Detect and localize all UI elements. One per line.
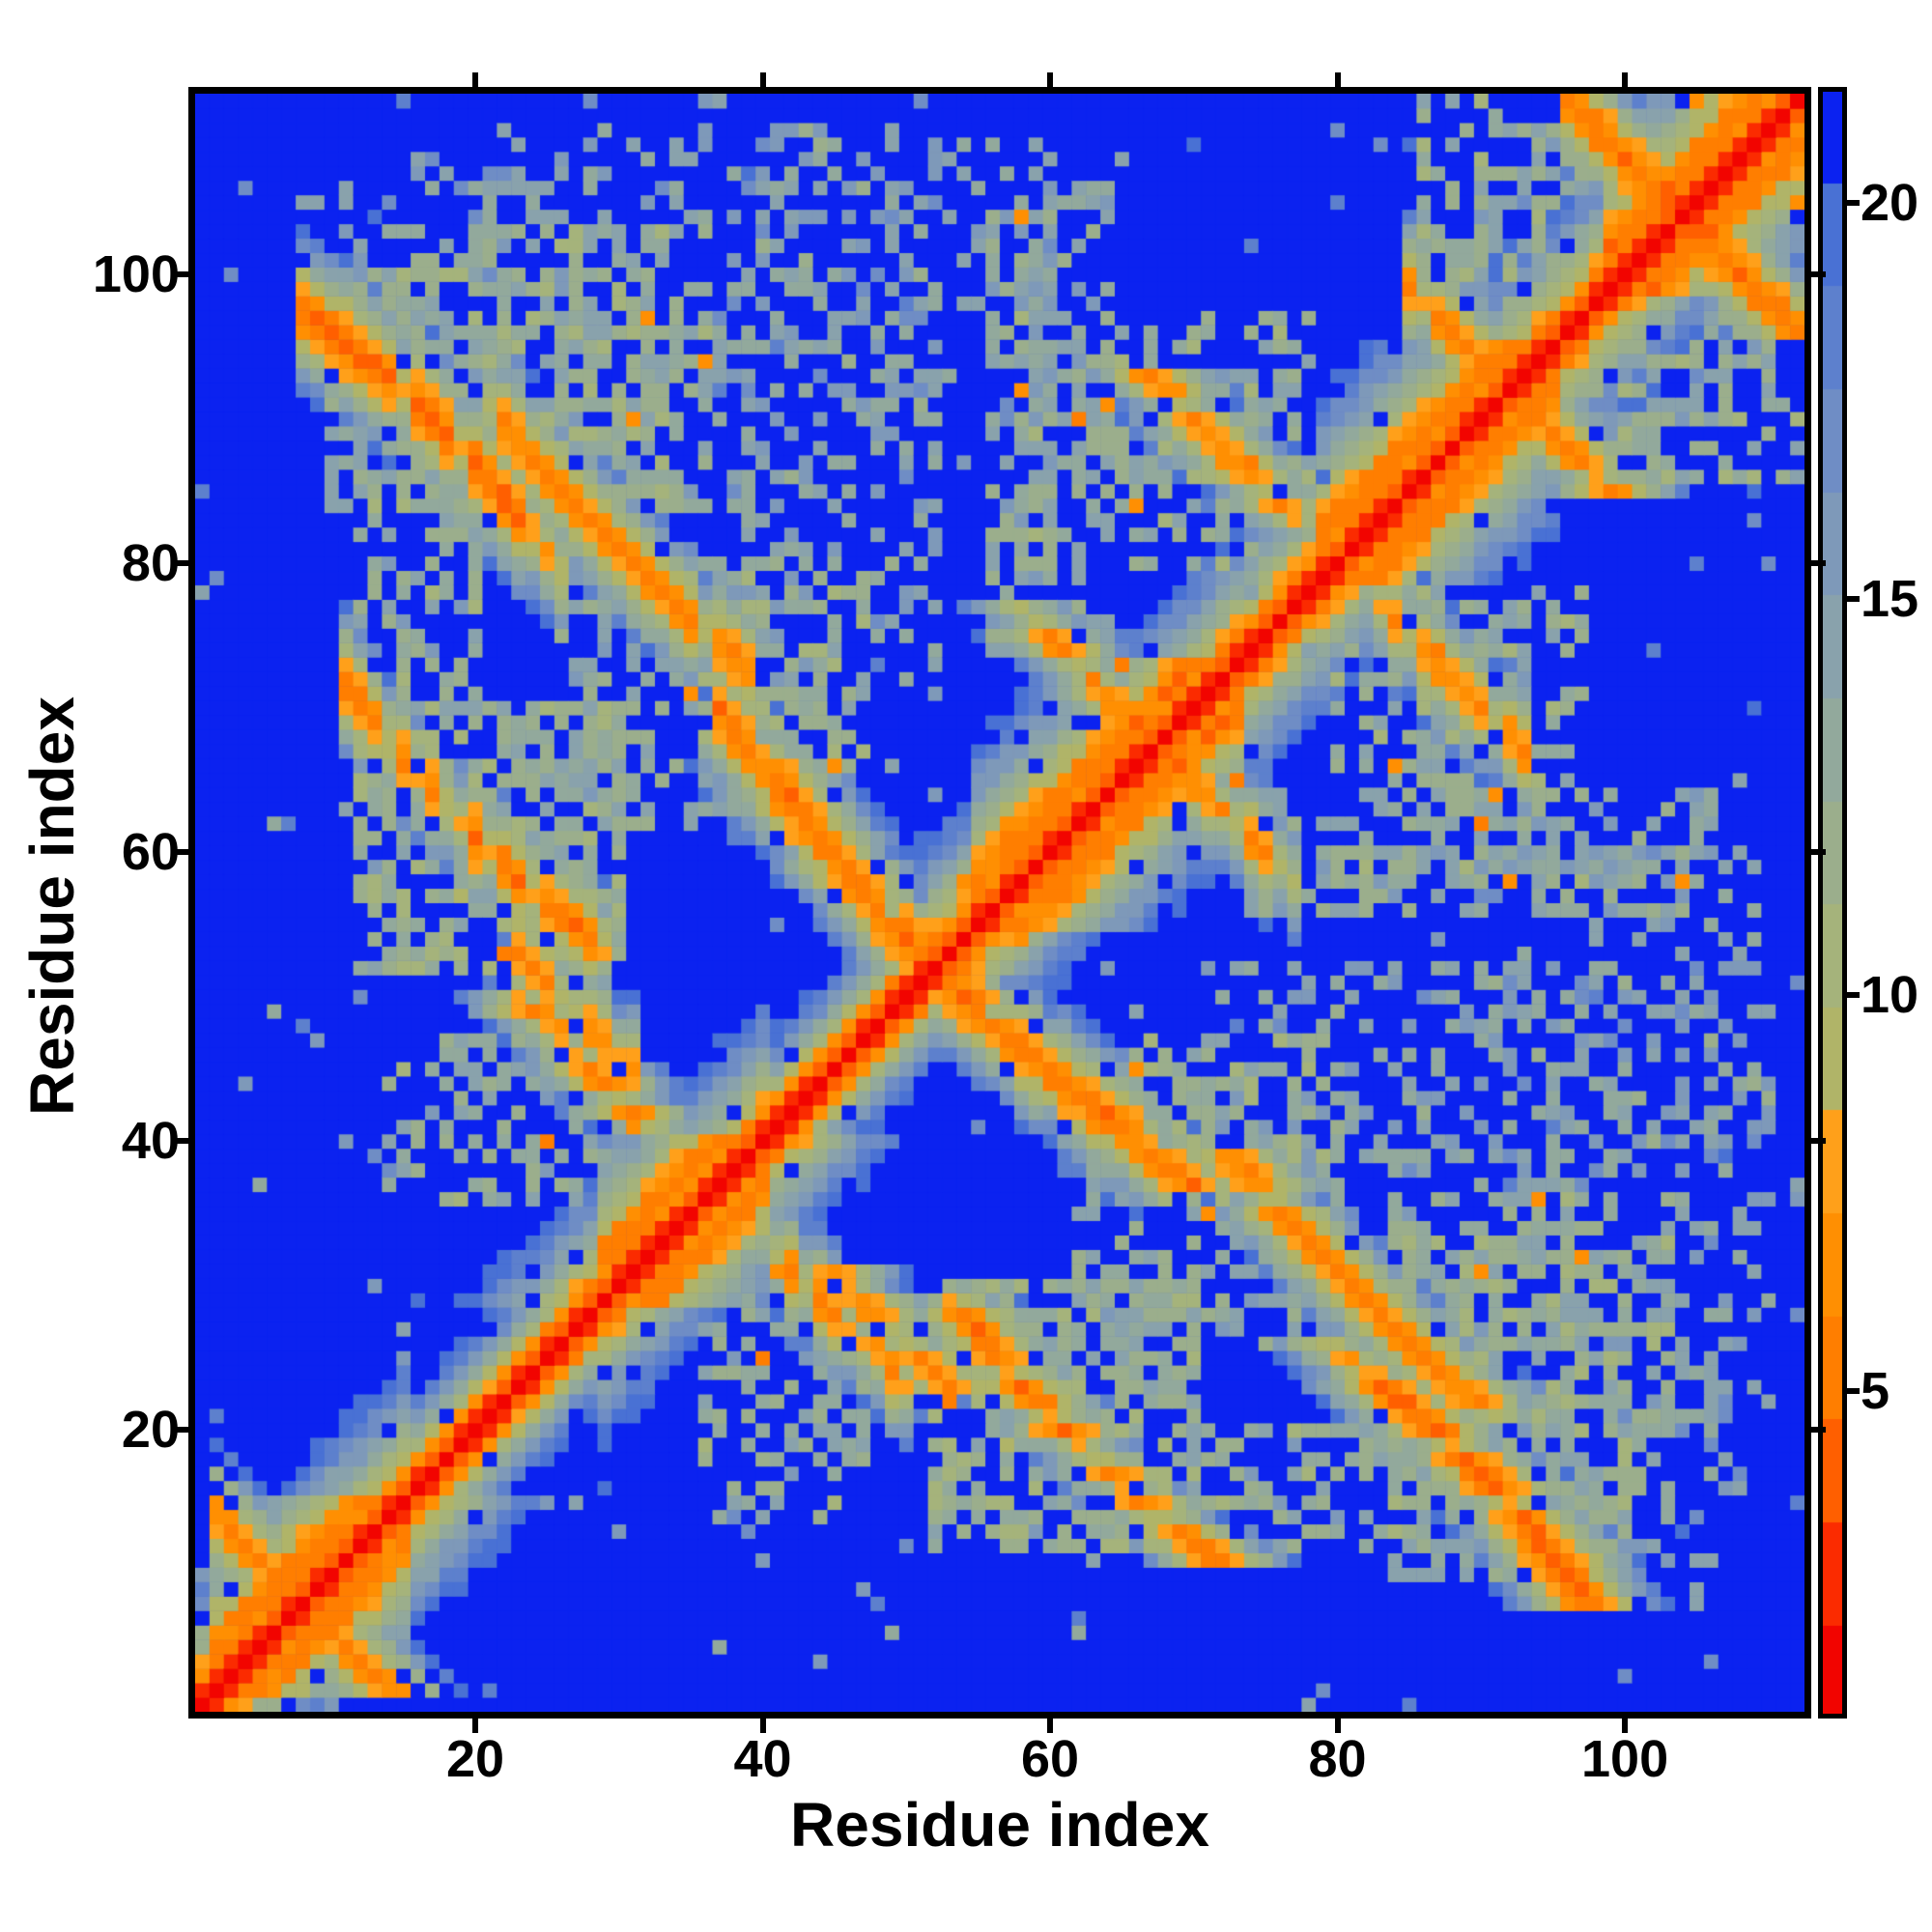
colorbar-tick-label: 15 [1861,569,1919,628]
x-tick-label: 100 [1581,1730,1669,1788]
y-tick-mark-left [174,1427,188,1434]
x-tick-mark-bottom [472,1719,479,1733]
x-tick-label: 80 [1308,1730,1367,1788]
x-tick-mark-top [472,72,479,87]
x-tick-mark-top [1622,72,1629,87]
colorbar-tick-label: 10 [1861,966,1919,1025]
x-tick-mark-bottom [1622,1719,1629,1733]
y-tick-label: 40 [121,1112,180,1171]
y-tick-label: 60 [121,823,180,882]
y-tick-mark-left [174,270,188,277]
y-tick-label: 20 [121,1401,180,1460]
colorbar-tick-mark [1847,595,1860,602]
colorbar-tick-mark [1847,199,1860,206]
colorbar-frame [1818,87,1847,1719]
x-axis-title: Residue index [790,1790,1209,1860]
x-tick-mark-top [1334,72,1341,87]
x-tick-label: 20 [446,1730,505,1788]
x-tick-mark-top [759,72,766,87]
x-tick-mark-bottom [1334,1719,1341,1733]
y-tick-mark-right [1811,849,1826,856]
x-tick-label: 60 [1021,1730,1080,1788]
x-tick-mark-bottom [759,1719,766,1733]
y-tick-mark-left [174,849,188,856]
y-tick-mark-right [1811,1138,1826,1145]
y-tick-mark-right [1811,560,1826,567]
colorbar-tick-label: 20 [1861,173,1919,232]
y-tick-label: 100 [92,244,180,303]
colorbar-tick-mark [1847,1388,1860,1395]
y-tick-mark-left [174,1138,188,1145]
colorbar-tick-label: 5 [1861,1362,1890,1421]
y-tick-mark-right [1811,270,1826,277]
y-tick-label: 80 [121,534,180,593]
y-tick-mark-left [174,560,188,567]
y-tick-mark-right [1811,1427,1826,1434]
x-tick-label: 40 [733,1730,792,1788]
x-tick-mark-bottom [1047,1719,1054,1733]
distance-map-heatmap [195,94,1804,1712]
colorbar-gradient [1823,92,1842,1714]
x-tick-mark-top [1047,72,1054,87]
colorbar-tick-mark [1847,992,1860,999]
